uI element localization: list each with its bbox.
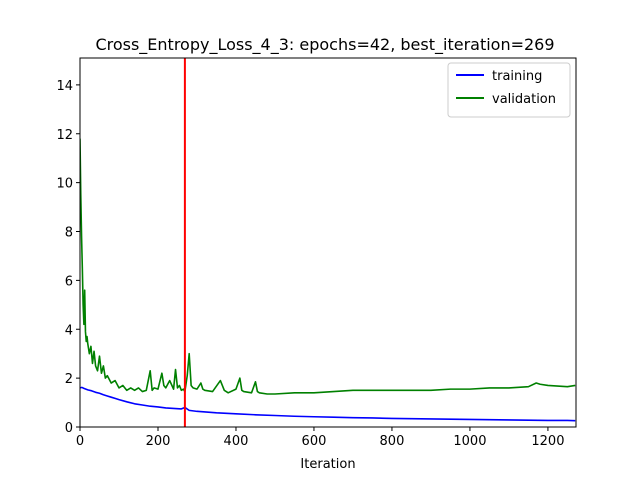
x-tick-label: 200 bbox=[146, 434, 171, 449]
series-line-validation bbox=[80, 138, 576, 395]
y-tick-label: 8 bbox=[65, 226, 73, 241]
y-tick-label: 12 bbox=[56, 128, 73, 143]
x-tick-label: 0 bbox=[76, 434, 84, 449]
y-tick-label: 0 bbox=[65, 421, 73, 436]
legend-label-training: training bbox=[492, 69, 542, 84]
x-axis: 0 200 400 600 800 1000 1200 bbox=[76, 427, 564, 449]
y-tick-label: 14 bbox=[56, 79, 73, 94]
plot-background bbox=[80, 58, 576, 427]
y-tick-label: 4 bbox=[65, 323, 73, 338]
plot-area bbox=[79, 57, 577, 428]
y-axis: 0 2 4 6 8 10 12 14 bbox=[56, 79, 80, 436]
y-tick-label: 2 bbox=[65, 372, 73, 387]
x-tick-label: 400 bbox=[224, 434, 249, 449]
x-tick-label: 600 bbox=[302, 434, 327, 449]
x-axis-label: Iteration bbox=[300, 457, 355, 472]
chart-title: Cross_Entropy_Loss_4_3: epochs=42, best_… bbox=[95, 35, 554, 55]
legend-label-validation: validation bbox=[492, 92, 556, 107]
y-tick-label: 6 bbox=[65, 274, 73, 289]
series-line-training bbox=[80, 386, 576, 422]
plot-frame bbox=[79, 57, 577, 428]
legend: training validation bbox=[447, 62, 571, 118]
legend-box bbox=[447, 62, 571, 118]
x-tick-label: 800 bbox=[380, 434, 405, 449]
x-tick-label: 1200 bbox=[531, 434, 564, 449]
y-tick-label: 10 bbox=[56, 177, 73, 192]
x-tick-label: 1000 bbox=[453, 434, 486, 449]
